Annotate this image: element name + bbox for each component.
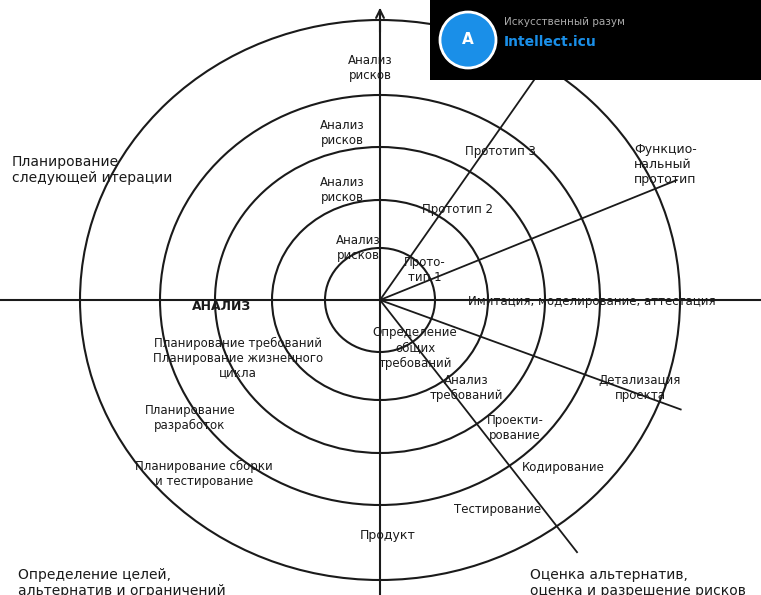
Circle shape [440,12,496,68]
Text: Имитация, моделирование, аттестация: Имитация, моделирование, аттестация [468,296,715,308]
Text: Прототип 2: Прототип 2 [422,203,493,217]
Text: Определение
общих
требований: Определение общих требований [373,327,457,369]
Text: Прототип 3: Прототип 3 [464,146,536,158]
Text: A: A [462,33,474,48]
Text: Детализация
проекта: Детализация проекта [599,374,681,402]
Text: Анализ
рисков: Анализ рисков [320,119,365,147]
Text: Оценка альтернатив,
оценка и разрешение рисков: Оценка альтернатив, оценка и разрешение … [530,568,746,595]
Bar [430,0,761,80]
Text: Анализ
требований: Анализ требований [429,374,503,402]
Text: Функцио-
нальный
прототип: Функцио- нальный прототип [634,143,697,186]
Text: Продукт: Продукт [360,528,416,541]
Text: Тестирование: Тестирование [454,503,542,516]
Text: Анализ
рисков: Анализ рисков [348,54,393,82]
Text: Анализ
рисков: Анализ рисков [336,234,380,262]
Text: Прото-
тип 1: Прото- тип 1 [404,256,446,284]
Text: Планирование требований
Планирование жизненного
цикла: Планирование требований Планирование жиз… [153,336,323,380]
Text: АНАЛИЗ: АНАЛИЗ [193,300,252,314]
Text: Кодирование: Кодирование [521,462,604,474]
Text: Планирование сборки
и тестирование: Планирование сборки и тестирование [135,460,273,488]
Text: Планирование
разработок: Планирование разработок [145,404,235,432]
Text: Искусственный разум: Искусственный разум [504,17,625,27]
Text: Определение целей,
альтернатив и ограничений: Определение целей, альтернатив и огранич… [18,568,226,595]
Text: Планирование
следующей итерации: Планирование следующей итерации [12,155,173,185]
Text: Анализ
рисков: Анализ рисков [320,176,365,204]
Text: Intellect.icu: Intellect.icu [504,35,597,49]
Text: Проекти-
рование: Проекти- рование [486,414,543,442]
